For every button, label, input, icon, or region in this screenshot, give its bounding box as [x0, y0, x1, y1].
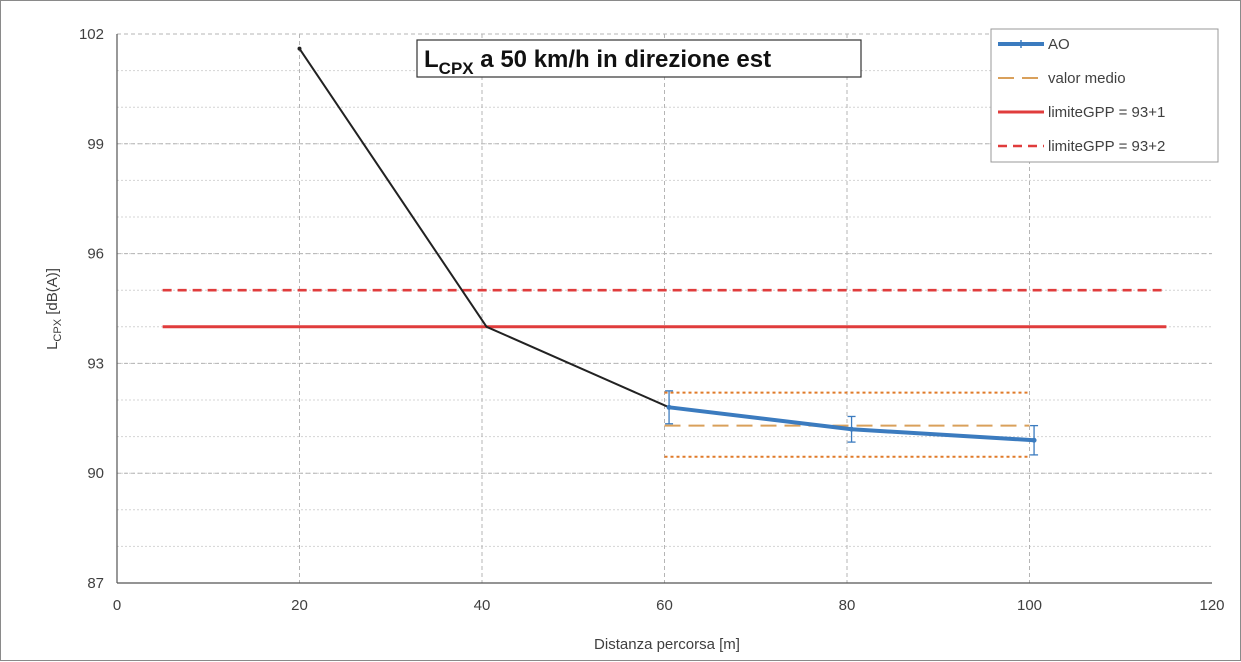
- legend-label: limiteGPP = 93+1: [1048, 104, 1165, 121]
- chart-title-sub: CPX: [439, 59, 475, 78]
- chart-title-main: L: [424, 46, 439, 73]
- axis-labels: 87 90 93 96 99 102 0 20 40 60 80 100 120: [79, 26, 1225, 614]
- y-tick-label: 90: [87, 465, 104, 482]
- y-tick-label: 96: [87, 246, 104, 263]
- data-point: [297, 46, 302, 51]
- legend-box: [990, 28, 1219, 163]
- x-axis-title: Distanza percorsa [m]: [594, 636, 740, 653]
- legend-label: valor medio: [1048, 70, 1126, 87]
- x-tick-label: 0: [113, 597, 121, 614]
- legend: AO valor medio limiteGPP = 93+1 limiteGPP =…: [990, 28, 1219, 163]
- y-tick-label: 87: [87, 575, 104, 592]
- x-tick-label: 60: [656, 597, 673, 614]
- y-axis-title: LCPX [dB(A)]: [44, 268, 64, 350]
- chart-title-box: [416, 39, 862, 78]
- x-tick-label: 120: [1199, 597, 1224, 614]
- y-axis-title-rest: [dB(A)]: [44, 268, 61, 319]
- y-tick-label: 102: [79, 26, 104, 43]
- series-initial-line: [298, 48, 670, 409]
- x-tick-label: 80: [839, 597, 856, 614]
- y-axis-title-sub: CPX: [52, 318, 64, 341]
- y-axis-title-main: L: [44, 342, 61, 350]
- reference-lines: [162, 288, 1167, 458]
- y-axis-title-text: LCPX [dB(A)]: [44, 268, 64, 350]
- y-tick-label: 93: [87, 355, 104, 372]
- axes: [116, 34, 1212, 584]
- data-point: [666, 404, 672, 410]
- chart-title-rest: a 50 km/h in direzione est: [474, 46, 771, 73]
- x-tick-label: 20: [291, 597, 308, 614]
- data-point: [1031, 437, 1037, 443]
- x-tick-label: 100: [1017, 597, 1042, 614]
- legend-label: AO: [1048, 36, 1070, 53]
- y-tick-label: 99: [87, 136, 104, 153]
- chart-title: LCPX a 50 km/h in direzione est: [416, 39, 862, 78]
- series: [297, 46, 1039, 456]
- data-point: [849, 426, 855, 432]
- legend-label: limiteGPP = 93+2: [1048, 138, 1165, 155]
- x-axis-title-text: Distanza percorsa [m]: [594, 636, 740, 653]
- x-tick-label: 40: [474, 597, 491, 614]
- chart-title-text: LCPX a 50 km/h in direzione est: [424, 46, 771, 78]
